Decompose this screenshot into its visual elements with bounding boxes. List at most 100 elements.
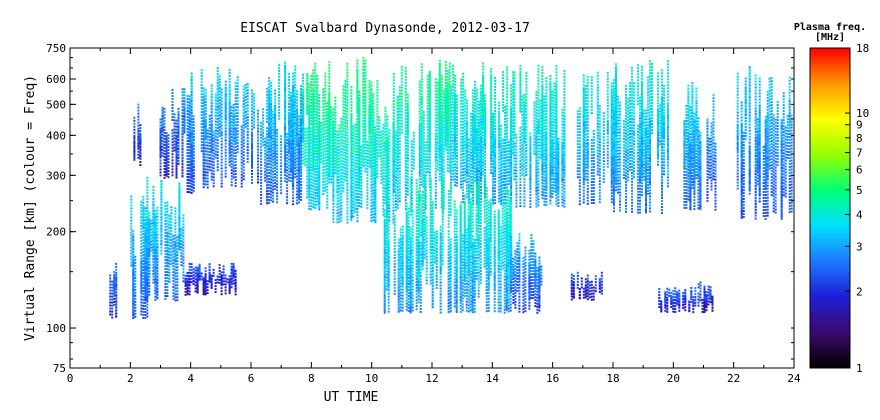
echo-mark	[314, 141, 317, 143]
echo-mark	[310, 169, 313, 172]
echo-mark	[302, 150, 305, 153]
echo-mark	[152, 261, 155, 264]
echo-mark	[338, 178, 341, 181]
echo-mark	[302, 96, 305, 99]
echo-mark	[177, 159, 180, 162]
echo-mark	[111, 280, 114, 283]
echo-mark	[326, 174, 329, 177]
echo-mark	[152, 243, 155, 246]
echo-mark	[308, 161, 311, 164]
echo-mark	[270, 121, 273, 124]
echo-mark	[178, 215, 181, 218]
echo-mark	[178, 197, 181, 200]
echo-mark	[270, 127, 273, 130]
echo-mark	[306, 166, 309, 169]
echo-mark	[312, 112, 315, 115]
echo-mark	[160, 210, 163, 213]
echo-mark	[140, 292, 143, 295]
echo-mark	[266, 87, 269, 90]
echo-mark	[300, 87, 303, 90]
echo-mark	[338, 136, 341, 139]
echo-mark	[178, 236, 181, 239]
echo-mark	[216, 67, 219, 70]
echo-mark	[220, 118, 223, 121]
echo-mark	[276, 162, 279, 165]
echo-mark	[186, 140, 189, 143]
echo-mark	[146, 182, 149, 185]
echo-mark	[152, 225, 155, 228]
echo-mark	[204, 94, 207, 97]
echo-mark	[314, 180, 317, 182]
echo-mark	[288, 96, 291, 99]
echo-mark	[236, 79, 239, 82]
echo-mark	[228, 128, 231, 131]
echo-mark	[186, 122, 189, 125]
echo-mark	[171, 150, 174, 153]
echo-mark	[148, 247, 151, 250]
echo-mark	[174, 251, 177, 254]
echo-mark	[272, 200, 275, 203]
echo-mark	[324, 189, 327, 192]
echo-mark	[338, 166, 341, 169]
echo-mark	[312, 99, 315, 102]
echo-mark	[163, 125, 166, 128]
echo-mark	[177, 144, 180, 147]
echo-mark	[244, 86, 247, 89]
echo-mark	[326, 185, 329, 188]
y-axis-title: Virtual Range [km] (colour = Freq)	[23, 75, 38, 341]
echo-mark	[324, 114, 327, 117]
echo-mark	[332, 145, 335, 148]
echo-mark	[308, 170, 311, 173]
echo-mark	[300, 138, 303, 141]
echo-mark	[266, 172, 269, 175]
echo-mark	[150, 234, 153, 237]
echo-mark	[334, 126, 337, 129]
echo-mark	[268, 80, 271, 83]
echo-mark	[115, 283, 118, 286]
echo-mark	[142, 205, 145, 208]
echo-mark	[142, 313, 145, 316]
echo-mark	[234, 155, 237, 157]
echo-mark	[290, 133, 293, 136]
echo-mark	[320, 134, 323, 137]
echo-mark	[115, 315, 118, 318]
echo-mark	[137, 118, 140, 121]
echo-mark	[190, 175, 193, 178]
echo-mark	[208, 124, 211, 126]
echo-mark	[260, 160, 263, 163]
echo-mark	[234, 173, 237, 175]
echo-mark	[266, 133, 269, 136]
echo-mark	[272, 149, 275, 152]
echo-mark	[272, 176, 275, 179]
echo-mark	[294, 125, 297, 128]
echo-mark	[296, 102, 299, 105]
echo-mark	[146, 179, 149, 182]
echo-mark	[310, 148, 313, 151]
echo-mark	[167, 170, 170, 173]
echo-mark	[342, 103, 345, 106]
echo-mark	[163, 110, 166, 113]
echo-mark	[266, 187, 269, 190]
echo-mark	[159, 145, 162, 148]
echo-mark	[182, 259, 185, 262]
echo-mark	[294, 116, 297, 119]
echo-mark	[312, 72, 315, 75]
echo-mark	[210, 129, 213, 132]
echo-mark	[192, 162, 195, 165]
echo-mark	[146, 236, 149, 239]
echo-mark	[304, 155, 307, 158]
echo-mark	[312, 127, 315, 130]
echo-mark	[326, 162, 329, 165]
echo-mark	[212, 164, 215, 167]
echo-mark	[130, 195, 133, 198]
echo-mark	[163, 176, 166, 179]
echo-mark	[322, 187, 325, 190]
echo-mark	[160, 180, 163, 183]
echo-mark	[322, 193, 325, 196]
echo-mark	[300, 90, 303, 93]
echo-mark	[216, 112, 219, 115]
echo-mark	[312, 118, 315, 121]
echo-mark	[202, 95, 205, 98]
echo-mark	[298, 145, 301, 148]
echo-mark	[266, 114, 269, 117]
